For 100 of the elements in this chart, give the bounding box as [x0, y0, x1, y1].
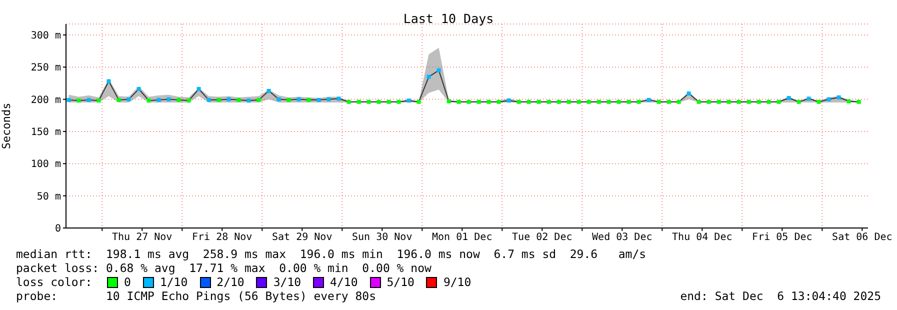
point — [236, 98, 241, 102]
x-tick-label: Wed 03 Dec — [592, 232, 652, 244]
point — [476, 100, 481, 104]
point — [336, 96, 341, 101]
x-tick-label: Mon 01 Dec — [432, 232, 492, 244]
point — [676, 100, 681, 104]
legend-label: 0 — [124, 275, 131, 289]
point — [386, 100, 391, 104]
point — [266, 88, 271, 93]
point — [776, 100, 781, 104]
point — [86, 98, 91, 102]
point — [176, 98, 181, 102]
legend-label: 9/10 — [443, 275, 472, 289]
point — [156, 98, 161, 102]
point — [806, 96, 811, 101]
point — [216, 98, 221, 102]
point — [536, 100, 541, 104]
point — [646, 98, 651, 102]
point — [226, 97, 231, 102]
point — [406, 98, 411, 103]
point — [166, 97, 171, 102]
point — [616, 100, 621, 104]
point — [286, 98, 291, 102]
point — [316, 98, 321, 102]
point — [856, 100, 861, 104]
point — [206, 98, 211, 102]
point — [356, 100, 361, 104]
x-tick-label: Sun 30 Nov — [352, 232, 412, 244]
point — [736, 100, 741, 104]
point — [186, 98, 191, 103]
x-tick-label: Thu 04 Dec — [672, 232, 732, 244]
point — [706, 100, 711, 104]
point — [636, 100, 641, 104]
point — [136, 86, 141, 91]
point — [146, 98, 151, 103]
point — [656, 100, 661, 104]
point — [596, 100, 601, 104]
point — [526, 100, 531, 104]
point — [346, 100, 351, 104]
text: probe: 10 ICMP Echo Pings (56 Bytes) every 80s — [16, 289, 376, 303]
point — [276, 97, 281, 102]
text: end: Sat Dec 6 13:04:40 2025 — [680, 289, 881, 303]
legend-label: 3/10 — [273, 275, 302, 289]
point — [466, 100, 471, 104]
point — [416, 100, 421, 104]
point — [196, 86, 201, 91]
point — [556, 100, 561, 104]
point — [606, 100, 611, 104]
text: median rtt: 198.1 ms avg 258.9 ms max 196.0 ms min 196.0 ms now 6.7 ms sd 29.6 am/s — [15, 247, 648, 261]
point — [106, 79, 111, 84]
point — [796, 100, 801, 104]
point — [256, 98, 261, 102]
x-tick-label: Thu 27 Nov — [112, 232, 172, 244]
point — [426, 74, 431, 79]
point — [126, 97, 131, 102]
point — [766, 100, 771, 104]
point — [836, 95, 841, 100]
point — [376, 100, 381, 104]
point — [716, 100, 721, 104]
y-tick-label: 50 m — [36, 191, 61, 202]
point — [746, 100, 751, 104]
legend-label: 2/10 — [216, 275, 244, 289]
point — [826, 97, 831, 102]
point — [486, 100, 491, 104]
line-series — [68, 70, 860, 102]
point — [366, 100, 371, 104]
point — [506, 98, 511, 103]
point — [76, 98, 81, 103]
y-tick-label: 300 m — [30, 30, 61, 42]
point — [516, 100, 521, 104]
point — [66, 98, 71, 102]
point — [456, 100, 461, 104]
legend-label: 4/10 — [330, 275, 358, 289]
point — [246, 98, 251, 103]
x-tick-label: Tue 02 Dec — [512, 232, 572, 244]
point — [576, 100, 581, 104]
point — [686, 92, 691, 96]
legend-title: loss color: — [16, 275, 94, 289]
y-tick-label: 0 — [54, 224, 61, 235]
point — [586, 100, 591, 104]
y-tick-label: 200 m — [30, 94, 61, 106]
x-tick-label: Sat 06 Dec — [832, 232, 892, 244]
point — [696, 100, 701, 104]
point — [726, 100, 731, 104]
text: packet loss: 0.68 % avg 17.71 % max 0.00 % min 0.00 % now — [15, 261, 432, 275]
y-tick-label: 150 m — [30, 127, 61, 138]
point — [296, 97, 301, 102]
legend-label: 5/10 — [386, 275, 414, 289]
point — [566, 100, 571, 104]
y-tick-label: 100 m — [30, 159, 61, 170]
point — [846, 99, 851, 104]
point — [816, 100, 821, 104]
x-tick-label: Fri 28 Nov — [192, 232, 252, 244]
y-axis-title: Seconds — [0, 102, 13, 150]
point — [116, 98, 121, 102]
point — [786, 96, 791, 100]
point — [306, 98, 311, 102]
point — [396, 100, 401, 104]
y-tick-label: 250 m — [30, 62, 61, 74]
point — [666, 100, 671, 104]
